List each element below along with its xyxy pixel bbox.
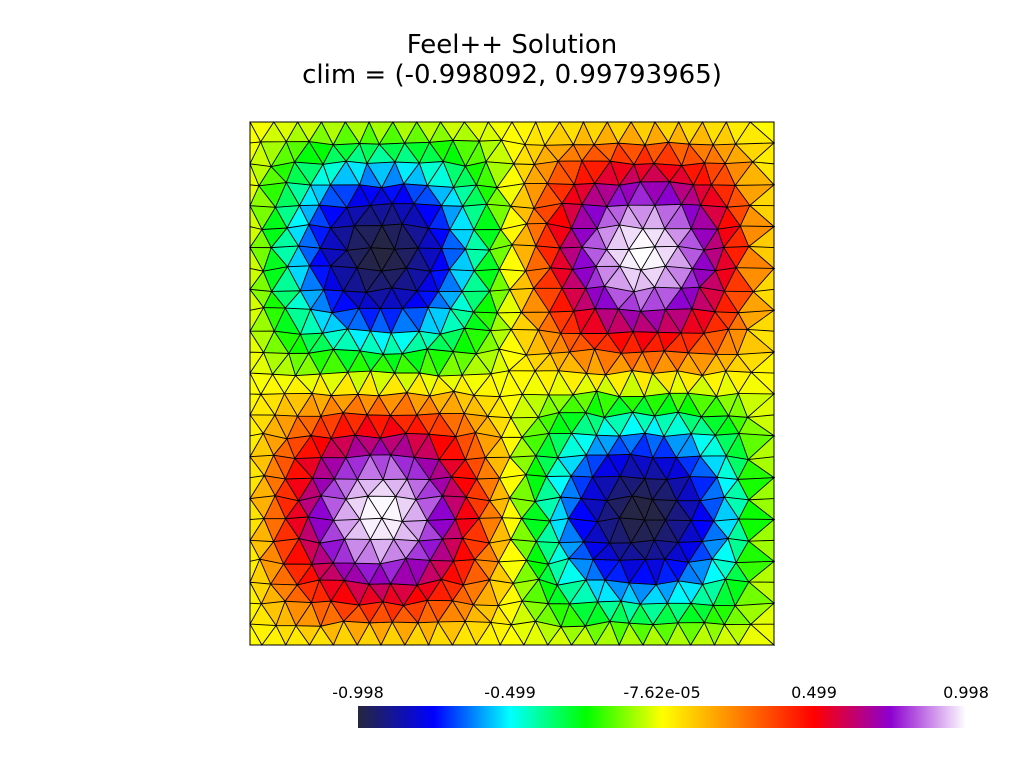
colorbar-tick-label: -0.998	[332, 683, 384, 702]
colorbar-tick-label: -0.499	[484, 683, 536, 702]
colorbar-tick-label: 0.998	[943, 683, 989, 702]
colorbar	[358, 706, 966, 728]
colorbar-tick-label: 0.499	[791, 683, 837, 702]
plot-title: Feel++ Solution	[406, 30, 618, 60]
mesh-cells	[249, 121, 776, 646]
colorbar-tick-label: -7.62e-05	[623, 683, 701, 702]
plot-subtitle-clim: clim = (-0.998092, 0.99793965)	[302, 60, 722, 90]
